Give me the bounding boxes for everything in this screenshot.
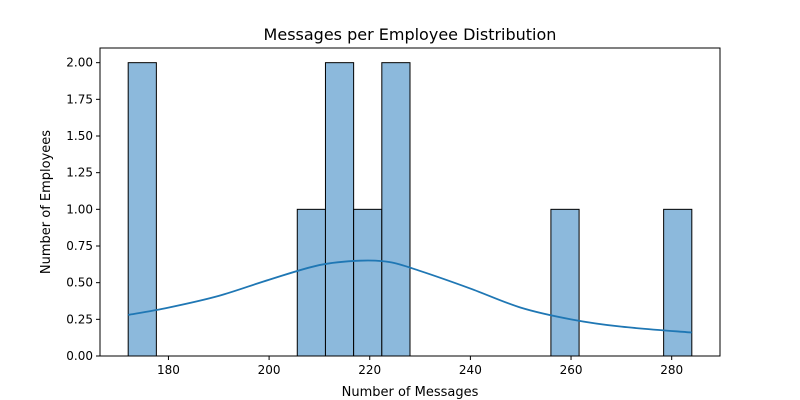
histogram-bar-6	[663, 208, 693, 357]
plot-area-frame	[99, 47, 721, 357]
histogram-bar-3	[353, 208, 383, 357]
y-tick-label-5: 1.25	[66, 166, 93, 180]
x-tick-label-2: 220	[358, 363, 381, 377]
chart-title: Messages per Employee Distribution	[264, 25, 557, 44]
x-axis-ticks: 180 200 220 240 260 280	[157, 356, 683, 377]
x-tick-label-1: 200	[258, 363, 281, 377]
bars-layer	[127, 62, 693, 357]
x-tick-label-5: 280	[660, 363, 683, 377]
y-tick-label-4: 1.00	[66, 202, 93, 216]
y-tick-label-0: 0.00	[66, 349, 93, 363]
histogram-bar-4	[381, 62, 411, 357]
x-tick-label-0: 180	[157, 363, 180, 377]
y-tick-label-2: 0.50	[66, 276, 93, 290]
histogram-bar-2	[324, 62, 355, 357]
kde-curve	[128, 259, 692, 334]
x-tick-label-4: 260	[560, 363, 583, 377]
y-tick-label-6: 1.50	[66, 129, 93, 143]
y-axis-label: Number of Employees	[39, 130, 54, 274]
y-axis-ticks: 0.00 0.25 0.50 0.75 1.00 1.25 1.50 1.75 2.00	[66, 56, 100, 363]
y-tick-label-7: 1.75	[66, 92, 93, 106]
y-tick-label-3: 0.75	[66, 239, 93, 253]
histogram-bar-5	[550, 208, 580, 357]
x-axis-label: Number of Messages	[342, 385, 479, 400]
y-tick-label-8: 2.00	[66, 56, 93, 70]
histogram-bar-0	[127, 62, 157, 357]
y-tick-label-1: 0.25	[66, 312, 93, 326]
histogram-bar-1	[296, 208, 326, 357]
x-tick-label-3: 240	[459, 363, 482, 377]
